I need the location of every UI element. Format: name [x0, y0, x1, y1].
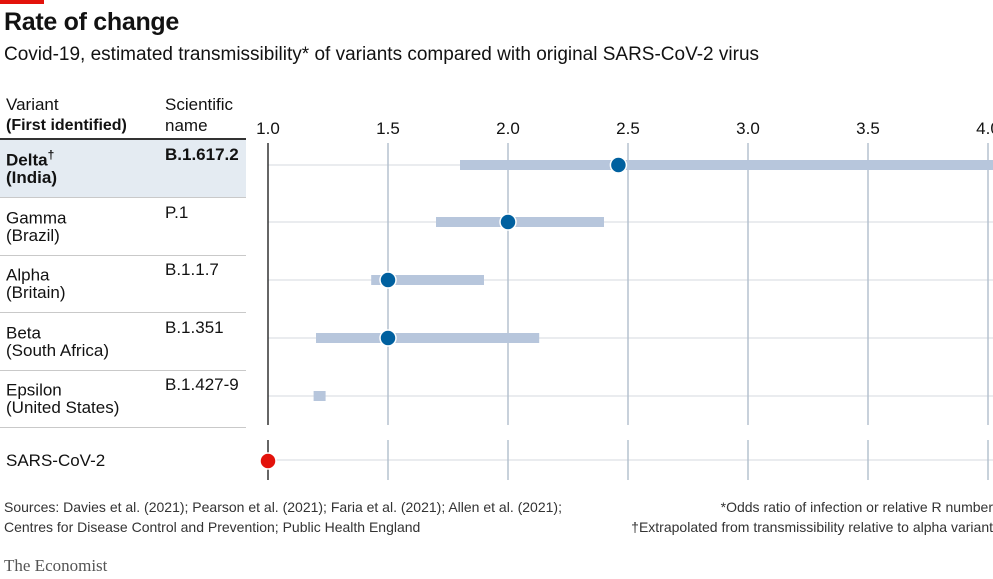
- x-tick-label: 1.0: [256, 119, 280, 138]
- range-bar: [316, 333, 540, 343]
- variant-label: Delta: [6, 150, 48, 170]
- variant-name: Epsilon: [6, 374, 62, 402]
- estimate-dot: [499, 213, 517, 231]
- table-row: Gamma (Brazil) P.1: [0, 198, 246, 256]
- estimate-dot: [379, 329, 397, 347]
- scientific-name: B.1.427-9: [165, 375, 239, 395]
- chart-subtitle: Covid-19, estimated transmissibility* of…: [4, 44, 760, 65]
- footnote-2: †Extrapolated from transmissibility rela…: [631, 519, 993, 535]
- brand-bar: [0, 0, 44, 4]
- x-tick-label: 4.0: [976, 119, 993, 138]
- table-row: Alpha (Britain) B.1.1.7: [0, 255, 246, 314]
- x-tick-label: 2.5: [616, 119, 640, 138]
- estimate-dot: [609, 156, 628, 174]
- sci-header-sub: name: [165, 116, 208, 135]
- sci-header: Scientific name: [165, 94, 233, 136]
- variant-origin: (South Africa): [6, 340, 109, 360]
- table-row: Delta† (India) B.1.617.2: [0, 140, 246, 198]
- range-bar: [460, 160, 993, 170]
- variant-name: Beta: [6, 317, 41, 345]
- variant-header: Variant (First identified): [6, 94, 127, 136]
- footnote-1: *Odds ratio of infection or relative R n…: [720, 499, 993, 515]
- variant-name: Gamma: [6, 202, 66, 230]
- estimate-dot: [379, 271, 397, 289]
- variant-label: Alpha: [6, 265, 50, 285]
- variant-name: Alpha: [6, 259, 49, 287]
- header-rule: [0, 138, 246, 140]
- range-bar: [371, 275, 484, 285]
- baseline-dot: [259, 452, 277, 470]
- baseline-label: SARS-CoV-2: [6, 451, 106, 470]
- variant-label: Epsilon: [6, 381, 62, 401]
- scientific-name: B.1.617.2: [165, 145, 239, 164]
- table-row: Epsilon (United States) B.1.427-9: [0, 370, 246, 429]
- variant-origin: (India): [6, 168, 57, 187]
- variant-name: Delta†: [6, 144, 54, 172]
- x-tick-label: 1.5: [376, 119, 400, 138]
- scientific-name: B.1.351: [165, 317, 224, 337]
- scientific-name: P.1: [165, 202, 189, 222]
- variant-label: Beta: [6, 323, 41, 343]
- variant-header-sub: (First identified): [6, 117, 127, 134]
- variant-origin: (Britain): [6, 283, 66, 303]
- scientific-name: B.1.1.7: [165, 260, 219, 280]
- x-tick-label: 3.5: [856, 119, 880, 138]
- x-tick-label: 2.0: [496, 119, 520, 138]
- x-tick-label: 3.0: [736, 119, 760, 138]
- variant-header-label: Variant: [6, 95, 59, 114]
- dagger-mark: †: [47, 148, 55, 162]
- variant-origin: (United States): [6, 398, 120, 418]
- variant-origin: (Brazil): [6, 225, 60, 245]
- table-row: Beta (South Africa) B.1.351: [0, 313, 246, 371]
- variant-label: Gamma: [6, 208, 67, 228]
- chart: 1.0 1.5 2.0 2.5 3.0 3.5 4.0: [256, 119, 993, 480]
- range-bar: [436, 217, 604, 227]
- chart-title: Rate of change: [4, 8, 179, 36]
- sci-header-label: Scientific: [165, 95, 234, 114]
- sources-line-2: Centres for Disease Control and Preventi…: [4, 519, 421, 535]
- sources-line-1: Sources: Davies et al. (2021); Pearson e…: [4, 499, 562, 515]
- economist-logo: The Economist: [4, 556, 108, 575]
- range-bar: [313, 391, 326, 401]
